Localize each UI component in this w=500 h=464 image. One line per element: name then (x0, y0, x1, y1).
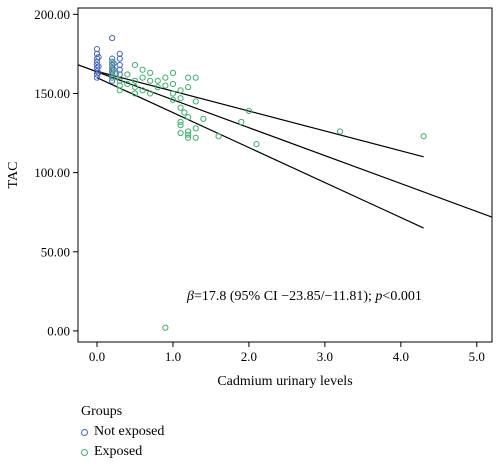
point-not-exposed (95, 53, 102, 61)
point-exposed (139, 66, 146, 73)
legend-label-exposed: Exposed (94, 444, 143, 459)
x-tick-label: 2.0 (241, 349, 257, 364)
point-exposed (147, 69, 154, 77)
point-exposed (185, 84, 192, 91)
point-exposed (245, 107, 253, 114)
y-axis-ticks: 0.00 50.00 100.00 150.00 200.00 (34, 7, 78, 338)
annotation-main-text: =17.8 (95% CI −23.85/−11.81); (194, 289, 375, 304)
point-exposed (177, 87, 184, 94)
point-not-exposed (95, 69, 102, 77)
point-exposed (147, 90, 154, 97)
point-exposed (116, 87, 123, 94)
point-exposed (253, 141, 260, 148)
point-exposed (109, 66, 116, 73)
x-tick-label: 5.0 (469, 349, 485, 364)
x-tick-label: 0.0 (89, 349, 105, 364)
x-tick-label: 1.0 (165, 349, 181, 364)
point-exposed (162, 82, 169, 89)
ci-lower-line (96, 77, 424, 229)
point-exposed (131, 84, 139, 91)
point-exposed (336, 128, 344, 135)
point-exposed (185, 134, 192, 141)
beta-symbol: β (186, 289, 194, 304)
legend: Groups Not exposed Exposed (81, 402, 164, 462)
point-not-exposed (93, 55, 101, 62)
x-axis-title: Cadmium urinary levels (217, 374, 352, 389)
point-exposed (162, 74, 169, 81)
point-exposed (169, 90, 177, 97)
x-tick-label: 4.0 (393, 349, 409, 364)
point-exposed (147, 77, 154, 84)
point-exposed (177, 104, 184, 111)
point-exposed (139, 87, 146, 94)
y-tick-label: 100.00 (34, 165, 70, 180)
point-exposed (112, 71, 120, 78)
point-exposed (185, 131, 192, 138)
point-exposed (192, 74, 199, 81)
point-not-exposed (95, 63, 102, 70)
point-exposed (154, 77, 161, 84)
point-exposed (192, 98, 199, 105)
point-exposed (162, 324, 169, 331)
point-exposed (109, 74, 116, 81)
point-exposed (139, 74, 146, 81)
point-exposed (124, 80, 131, 88)
legend-label-not-exposed: Not exposed (94, 424, 165, 439)
point-exposed (169, 96, 177, 103)
regression-lines (78, 64, 492, 229)
point-exposed (124, 71, 131, 78)
y-tick-label: 150.00 (34, 86, 70, 101)
point-not-exposed (110, 60, 117, 67)
point-exposed (420, 133, 427, 140)
point-exposed (200, 115, 207, 122)
data-points (93, 34, 427, 331)
y-tick-label: 50.00 (41, 244, 70, 259)
point-exposed (169, 80, 177, 88)
p-symbol: p (374, 289, 382, 304)
point-exposed (185, 128, 192, 135)
point-not-exposed (109, 34, 116, 42)
beta-annotation: β=17.8 (95% CI −23.85/−11.81); p<0.001 (186, 289, 422, 304)
point-exposed (131, 90, 139, 97)
point-exposed (131, 61, 139, 69)
point-exposed (177, 95, 184, 102)
x-axis-ticks: 0.0 1.0 2.0 3.0 4.0 5.0 (89, 342, 485, 364)
point-exposed (192, 134, 199, 141)
fit-line (78, 64, 492, 218)
point-exposed (109, 58, 116, 65)
point-exposed (131, 77, 139, 84)
legend-marker-not-exposed (81, 428, 88, 436)
point-exposed (192, 125, 199, 132)
point-exposed (169, 69, 177, 77)
point-not-exposed (93, 61, 101, 69)
y-tick-label: 200.00 (34, 7, 70, 22)
point-exposed (177, 118, 184, 126)
ci-upper-line (96, 70, 424, 158)
point-not-exposed (116, 71, 123, 78)
plot-frame (77, 7, 493, 343)
point-exposed (177, 129, 184, 137)
point-exposed (177, 122, 184, 129)
y-tick-label: 0.00 (47, 323, 70, 338)
point-exposed (185, 74, 192, 81)
legend-marker-exposed (81, 448, 88, 456)
point-exposed (181, 109, 188, 116)
y-axis-title: TAC (6, 162, 21, 189)
legend-item-not-exposed: Not exposed (81, 422, 164, 442)
point-exposed (154, 84, 161, 91)
legend-item-exposed: Exposed (81, 442, 164, 462)
point-exposed (215, 133, 222, 140)
plot-area: 0.0 1.0 2.0 3.0 4.0 5.0 0.00 50.00 100.00 150.00… (34, 7, 493, 364)
x-tick-label: 3.0 (317, 349, 333, 364)
legend-title: Groups (81, 404, 123, 419)
point-not-exposed (116, 55, 123, 62)
point-not-exposed (93, 71, 101, 78)
point-exposed (238, 118, 245, 126)
point-not-exposed (109, 77, 116, 84)
annotation-end-text: <0.001 (382, 289, 421, 304)
point-exposed (185, 114, 192, 121)
